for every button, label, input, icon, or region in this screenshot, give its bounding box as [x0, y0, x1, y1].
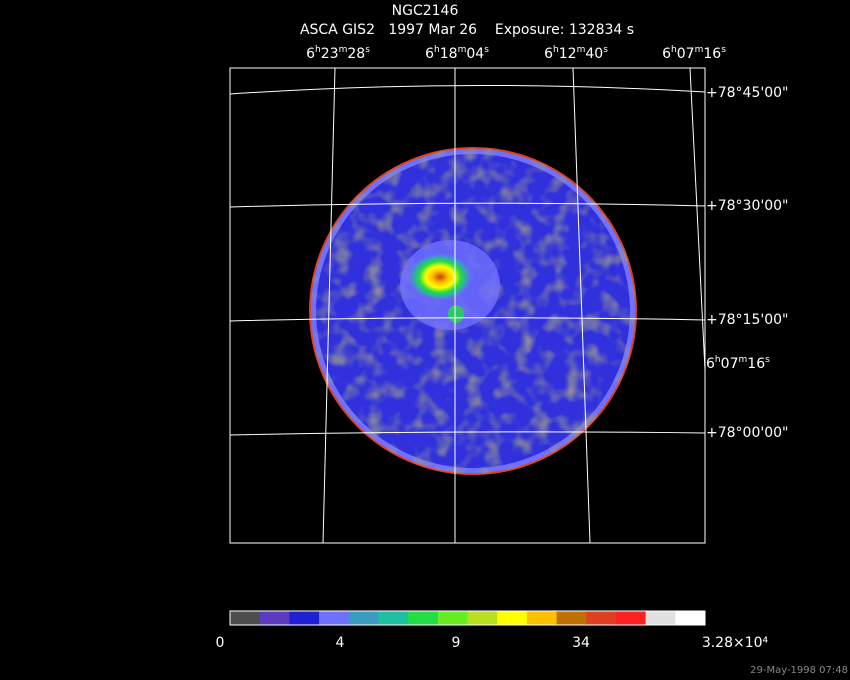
colorbar-label: 9: [452, 635, 461, 651]
colorbar-swatch: [437, 611, 468, 625]
colorbar-swatch: [319, 611, 350, 625]
dec-label: +78°15'00": [706, 312, 788, 328]
colorbar-swatch: [289, 611, 320, 625]
colorbar-swatch: [645, 611, 676, 625]
colorbar-swatch: [348, 611, 379, 625]
subtitle: ASCA GIS2 1997 Mar 26 Exposure: 132834 s: [300, 22, 634, 38]
colorbar-label: 34: [572, 635, 590, 651]
colorbar-frame: [229, 610, 706, 626]
colorbar-label: 0: [216, 635, 225, 651]
colorbar-swatch: [615, 611, 647, 625]
xray-image: [309, 147, 637, 475]
ra-label: 6h07m16s: [662, 45, 726, 63]
colorbar-swatch: [259, 611, 290, 625]
dec-label: +78°00'00": [706, 425, 788, 441]
colorbar-swatch: [675, 611, 706, 625]
ra-label: 6h18m04s: [425, 45, 489, 63]
colorbar-swatch: [497, 611, 528, 625]
colorbar-label: 4: [336, 635, 345, 651]
ra-label: 6h23m28s: [306, 45, 370, 63]
colorbar-swatch: [378, 611, 409, 625]
colorbar-swatch: [408, 611, 439, 625]
colorbar-swatch: [556, 611, 587, 625]
colorbar-swatch: [526, 611, 558, 625]
ra-label: 6h12m40s: [544, 45, 608, 63]
colorbar-label: 3.28×10⁴: [702, 635, 769, 651]
colorbar-swatch: [586, 611, 617, 625]
colorbar-swatch: [467, 611, 498, 625]
side-label: 6h07m16s: [706, 355, 770, 373]
colorbar-swatch: [230, 611, 261, 625]
dec-label: +78°45'00": [706, 85, 788, 101]
timestamp: 29-May-1998 07:48: [750, 665, 848, 676]
title: NGC2146: [392, 3, 459, 19]
dec-label: +78°30'00": [706, 198, 788, 214]
coordinate-grid: [229, 67, 706, 544]
